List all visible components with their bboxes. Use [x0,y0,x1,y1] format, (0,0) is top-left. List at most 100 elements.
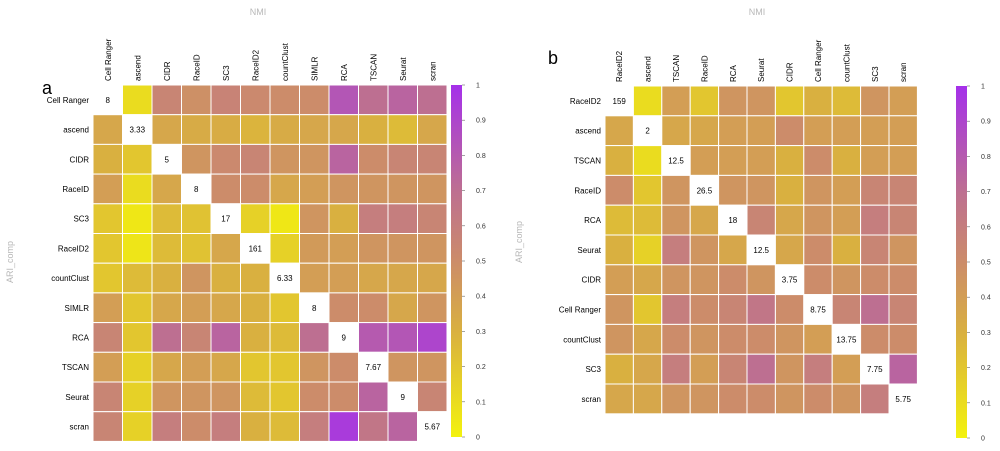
heatmap-cell [328,143,359,175]
diagonal-value-label: 8.75 [810,306,826,315]
heatmap-cell [746,174,776,206]
x-axis-title: NMI [749,7,766,17]
heatmap-cell [122,292,153,324]
heatmap-cell [604,294,634,325]
heatmap-cell [661,264,691,296]
heatmap-cell [181,292,212,324]
heatmap-cell [661,174,691,206]
diagonal-value-label: 12.5 [668,157,684,166]
heatmap-cell [689,264,720,296]
colorbar-tick-label: 0.2 [476,364,486,371]
column-label: Cell Ranger [104,38,113,81]
heatmap-panel-b: NMI ARI_comp b 159 2 12.5 26.5 18 12.5 3.75 8.75 13… [514,7,991,443]
heatmap-cell [92,262,123,294]
heatmap-cell [210,322,241,353]
heatmap-cell [888,204,918,236]
heatmap-cell [358,411,389,442]
column-label: SC3 [871,66,880,82]
heatmap-cell [803,353,833,385]
heatmap-cell [151,411,182,442]
row-label: Seurat [577,246,601,255]
heatmap-cell [122,351,153,383]
heatmap-cell [803,145,833,176]
heatmap-cell [328,262,359,294]
heatmap-cell [661,323,691,355]
row-label: scran [69,423,89,432]
row-label: Cell Ranger [47,96,90,105]
heatmap-cell [746,145,776,176]
heatmap-cell [122,173,153,205]
heatmap-cell [210,143,241,175]
heatmap-cell [269,411,300,442]
colorbar-tick-label: 1 [476,83,480,90]
y-axis-title: ARI_comp [514,221,524,263]
heatmap-cell [92,143,123,175]
heatmap-cell [92,114,123,145]
diagonal-value-label: 18 [728,216,737,225]
heatmap-cell [888,234,918,266]
diagonal-cell [860,353,890,385]
column-label: RCA [729,64,738,82]
heatmap-cell [417,114,448,145]
column-label: TSCAN [369,54,378,81]
heatmap-cell [860,383,890,415]
diagonal-value-label: 5 [165,155,170,164]
heatmap-cell [417,173,448,205]
heatmap-cell [746,353,776,385]
heatmap-cell [803,383,833,415]
column-label: RaceID [700,55,709,82]
row-label: RaceID2 [570,97,602,106]
heatmap-cell [210,262,241,294]
colorbar-tick-label: 0.7 [981,189,991,196]
heatmap-cell [181,84,212,116]
heatmap-cell [860,174,890,206]
heatmap-cell [774,323,805,355]
colorbar-tick-label: 0.8 [981,154,991,161]
heatmap-cell [831,383,862,415]
row-label: RaceID [574,186,601,195]
colorbar-tick-label: 0.8 [476,153,486,160]
heatmap-cell [831,264,862,296]
heatmap-cell [689,353,720,385]
diagonal-cell [689,174,720,206]
heatmap-cell [299,143,330,175]
heatmap-cell [328,411,359,442]
heatmap-cell [299,262,330,294]
heatmap-cell [122,411,153,442]
heatmap-cell [358,173,389,205]
row-label: CIDR [581,276,601,285]
heatmap-cell [831,85,862,117]
heatmap-cell [632,294,663,325]
heatmap-cell [604,145,634,176]
heatmap-cell [269,233,300,264]
heatmap-cell [689,85,720,117]
heatmap-cell [92,203,123,235]
row-label: RaceID [62,185,89,194]
colorbar-tick-label: 0.6 [981,224,991,231]
diagonal-value-label: 12.5 [753,246,769,255]
heatmap-cell [774,353,805,385]
heatmap-cell [774,85,805,117]
heatmap-cell [718,264,748,296]
heatmap-cell [888,323,918,355]
heatmap-cell [774,204,805,236]
diagonal-value-label: 6.33 [277,274,293,283]
heatmap-cell [632,204,663,236]
colorbar-tick-label: 1 [981,84,985,91]
diagonal-value-label: 13.75 [836,335,857,344]
heatmap-cell [661,383,691,415]
heatmap-cell [240,292,271,324]
heatmap-cell [774,383,805,415]
heatmap-cell [632,174,663,206]
heatmap-cell [151,381,182,413]
heatmap-cell [210,381,241,413]
heatmap-cell [358,292,389,324]
colorbar-tick-label: 0 [476,435,480,442]
heatmap-cell [661,294,691,325]
diagonal-value-label: 9 [401,393,406,402]
heatmap-cell [718,294,748,325]
heatmap-cell [746,264,776,296]
heatmap-cell [269,203,300,235]
heatmap-cell [661,353,691,385]
heatmap-cell [387,292,418,324]
